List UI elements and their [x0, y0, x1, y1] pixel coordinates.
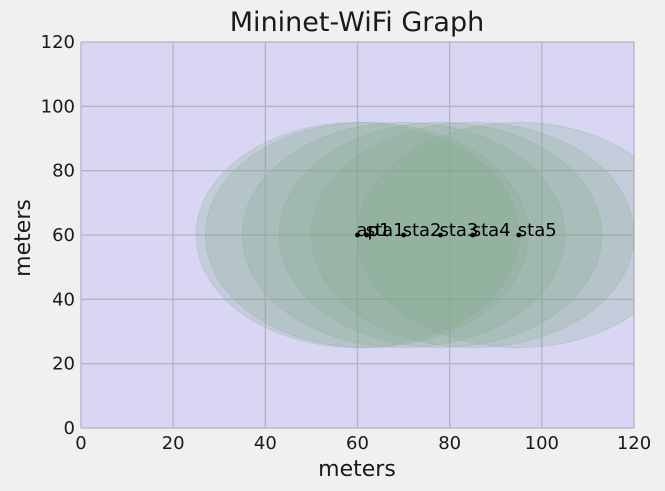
- y-tick-label: 60: [52, 225, 75, 246]
- x-tick-label: 40: [254, 433, 277, 454]
- y-axis-label: meters: [11, 199, 36, 277]
- node-label-sta4: sta4: [472, 220, 511, 241]
- node-point-sta2: [401, 232, 406, 238]
- x-tick-label: 20: [162, 433, 185, 454]
- node-point-sta4: [470, 232, 476, 238]
- node-point-ap1: [355, 232, 360, 238]
- y-tick-label: 100: [41, 96, 75, 117]
- y-tick-label: 120: [41, 32, 75, 53]
- node-label-sta2: sta2: [403, 220, 442, 241]
- x-tick-label: 80: [438, 433, 461, 454]
- x-tick-label: 0: [75, 433, 86, 454]
- y-tick-label: 80: [52, 161, 75, 182]
- y-tick-label: 40: [52, 289, 75, 310]
- node-label-sta1: sta1: [366, 220, 405, 241]
- chart-title: Mininet-WiFi Graph: [230, 7, 484, 38]
- x-axis-label: meters: [318, 457, 396, 482]
- node-point-sta5: [516, 232, 522, 238]
- y-tick-label: 20: [52, 354, 75, 375]
- y-tick-label: 0: [64, 418, 75, 439]
- node-point-sta3: [438, 232, 443, 238]
- node-point-sta1: [364, 232, 370, 238]
- tick-layer: 0 20 40 60 80 100 120 0 20 40 60 80 100 120: [41, 32, 652, 454]
- x-tick-label: 100: [525, 433, 559, 454]
- x-tick-label: 120: [617, 433, 651, 454]
- node-label-sta3: sta3: [439, 220, 478, 241]
- x-tick-label: 60: [346, 433, 369, 454]
- node-label-sta5: sta5: [518, 220, 557, 241]
